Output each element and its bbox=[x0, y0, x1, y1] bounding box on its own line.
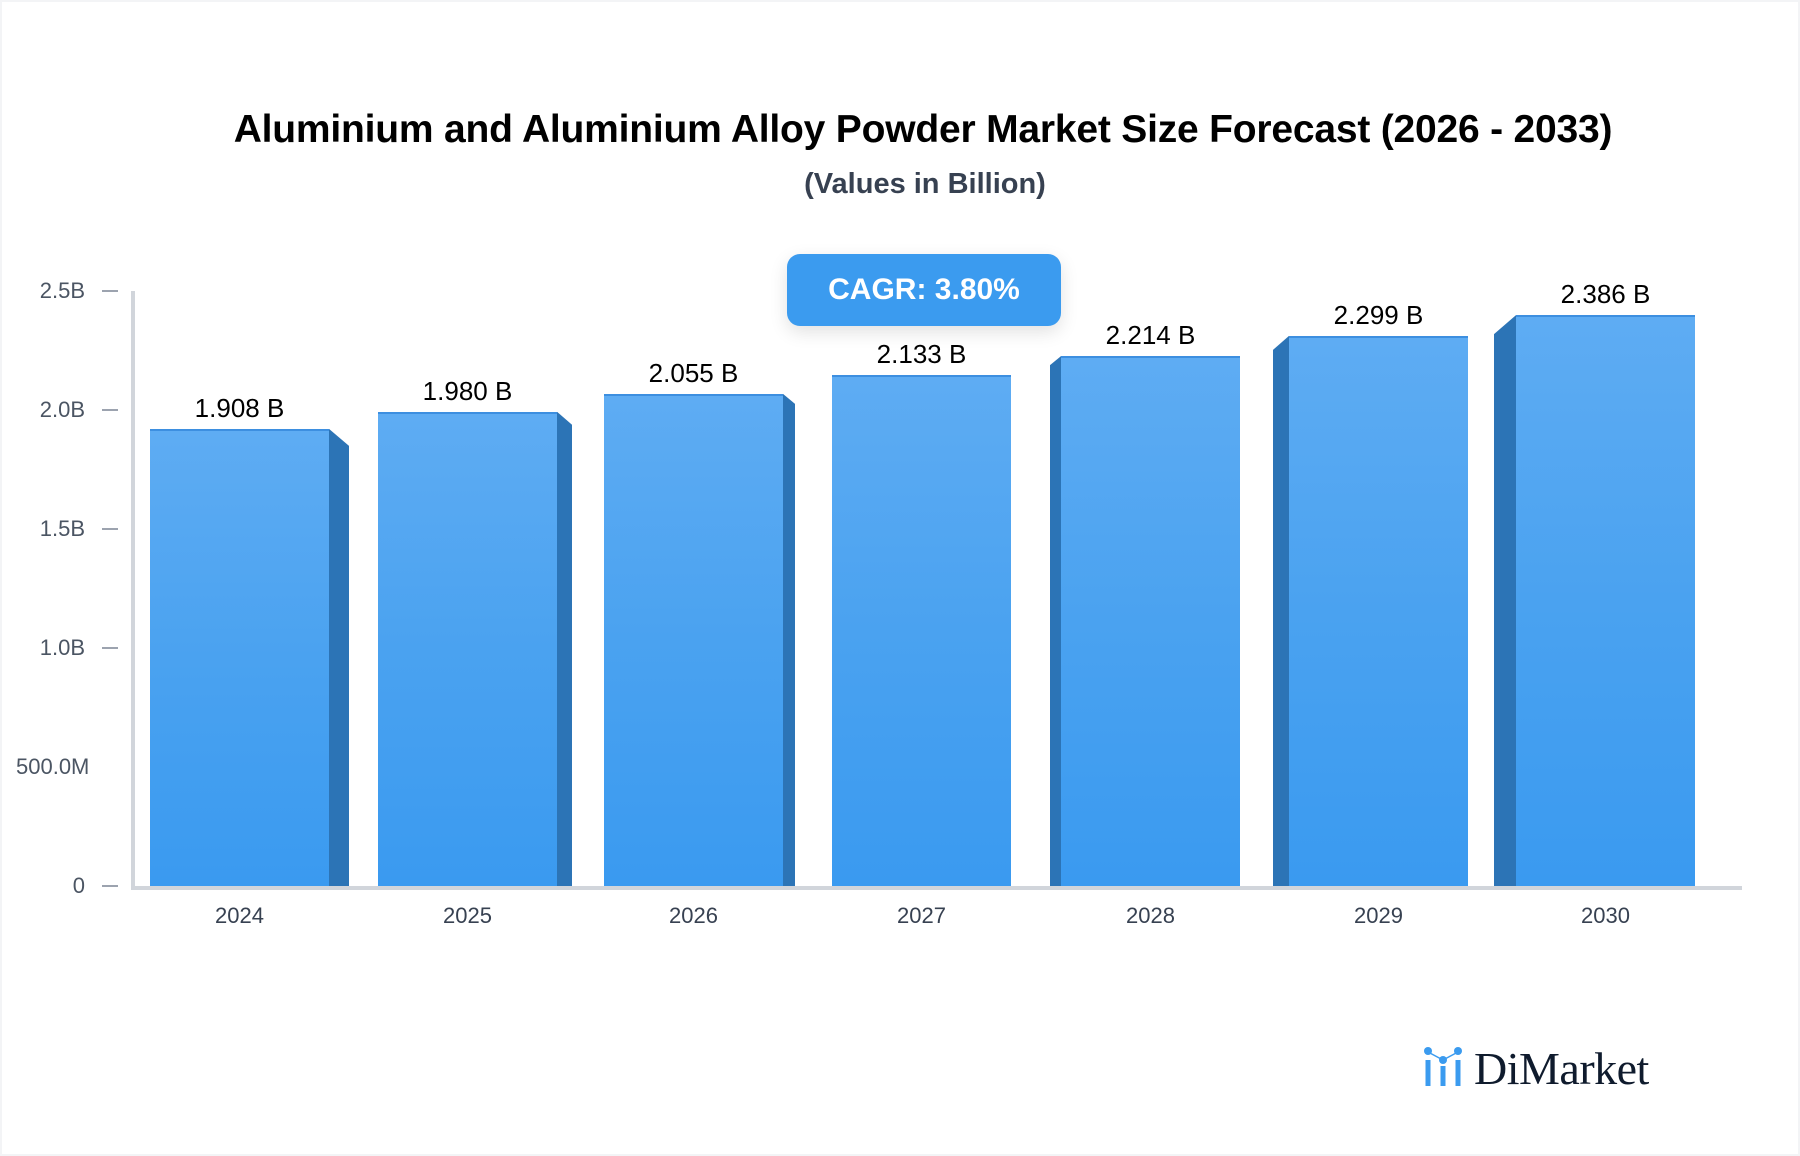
bar-2025[interactable] bbox=[378, 411, 572, 886]
y-tick-mark bbox=[102, 290, 118, 292]
bar-chart-dots-logo-icon bbox=[1424, 1047, 1462, 1086]
bar-side-face bbox=[1050, 356, 1061, 886]
bar-front-face bbox=[150, 428, 329, 886]
y-tick-label: 500.0M bbox=[16, 754, 90, 779]
x-tick-label: 2025 bbox=[443, 903, 492, 928]
y-tick-mark bbox=[102, 409, 118, 411]
y-tick-label: 2.0B bbox=[39, 397, 85, 422]
y-tick-mark bbox=[102, 885, 118, 887]
y-tick-label: 1.5B bbox=[39, 516, 85, 541]
bar-front-face bbox=[1061, 356, 1240, 886]
y-tick-mark bbox=[102, 647, 118, 649]
bar-front-face bbox=[604, 393, 783, 886]
bar-2027[interactable] bbox=[832, 375, 1011, 886]
bar-value-label: 2.133 B bbox=[876, 339, 967, 370]
cagr-label: CAGR: 3.80% bbox=[828, 273, 1020, 306]
bar-2028[interactable] bbox=[1050, 356, 1240, 886]
x-tick-label: 2024 bbox=[215, 903, 264, 928]
bar-value-label: 2.386 B bbox=[1560, 279, 1651, 310]
bar-side-face bbox=[1494, 315, 1516, 886]
x-tick-label: 2028 bbox=[1126, 903, 1175, 928]
y-tick-label: 0 bbox=[72, 873, 85, 898]
chart-title: Aluminium and Aluminium Alloy Powder Mar… bbox=[233, 108, 1613, 151]
bar-value-label: 1.908 B bbox=[194, 392, 285, 423]
bar-side-face bbox=[783, 393, 795, 886]
chart-subtitle: (Values in Billion) bbox=[804, 168, 1046, 200]
bar-side-face bbox=[1273, 335, 1289, 886]
x-tick-label: 2029 bbox=[1354, 903, 1403, 928]
brand-name: DiMarket bbox=[1474, 1043, 1649, 1094]
y-tick-mark bbox=[102, 528, 118, 530]
x-tick-label: 2030 bbox=[1581, 903, 1630, 928]
y-axis-line bbox=[131, 291, 135, 889]
bar-value-label: 2.299 B bbox=[1333, 299, 1424, 330]
bar-front-face bbox=[1289, 335, 1468, 886]
x-tick-label: 2026 bbox=[669, 903, 718, 928]
bar-value-label: 2.214 B bbox=[1105, 320, 1196, 351]
y-tick-label: 2.5B bbox=[39, 278, 85, 303]
bar-front-face bbox=[832, 375, 1011, 886]
bar-2024[interactable] bbox=[150, 428, 349, 886]
bar-value-label: 1.980 B bbox=[422, 375, 513, 406]
bar-front-face bbox=[1516, 315, 1695, 886]
bar-2029[interactable] bbox=[1273, 335, 1468, 886]
y-tick-label: 1.0B bbox=[39, 635, 85, 660]
x-axis-line bbox=[131, 886, 1742, 890]
bar-side-face bbox=[329, 428, 349, 886]
bar-value-label: 2.055 B bbox=[648, 357, 739, 388]
brand-logo: DiMarket bbox=[1424, 1044, 1649, 1092]
bar-side-face bbox=[557, 411, 572, 886]
bar-2030[interactable] bbox=[1494, 315, 1695, 886]
cagr-badge: CAGR: 3.80% bbox=[787, 254, 1061, 326]
x-tick-label: 2027 bbox=[897, 903, 946, 928]
bar-front-face bbox=[378, 411, 557, 886]
bar-2026[interactable] bbox=[604, 393, 795, 886]
